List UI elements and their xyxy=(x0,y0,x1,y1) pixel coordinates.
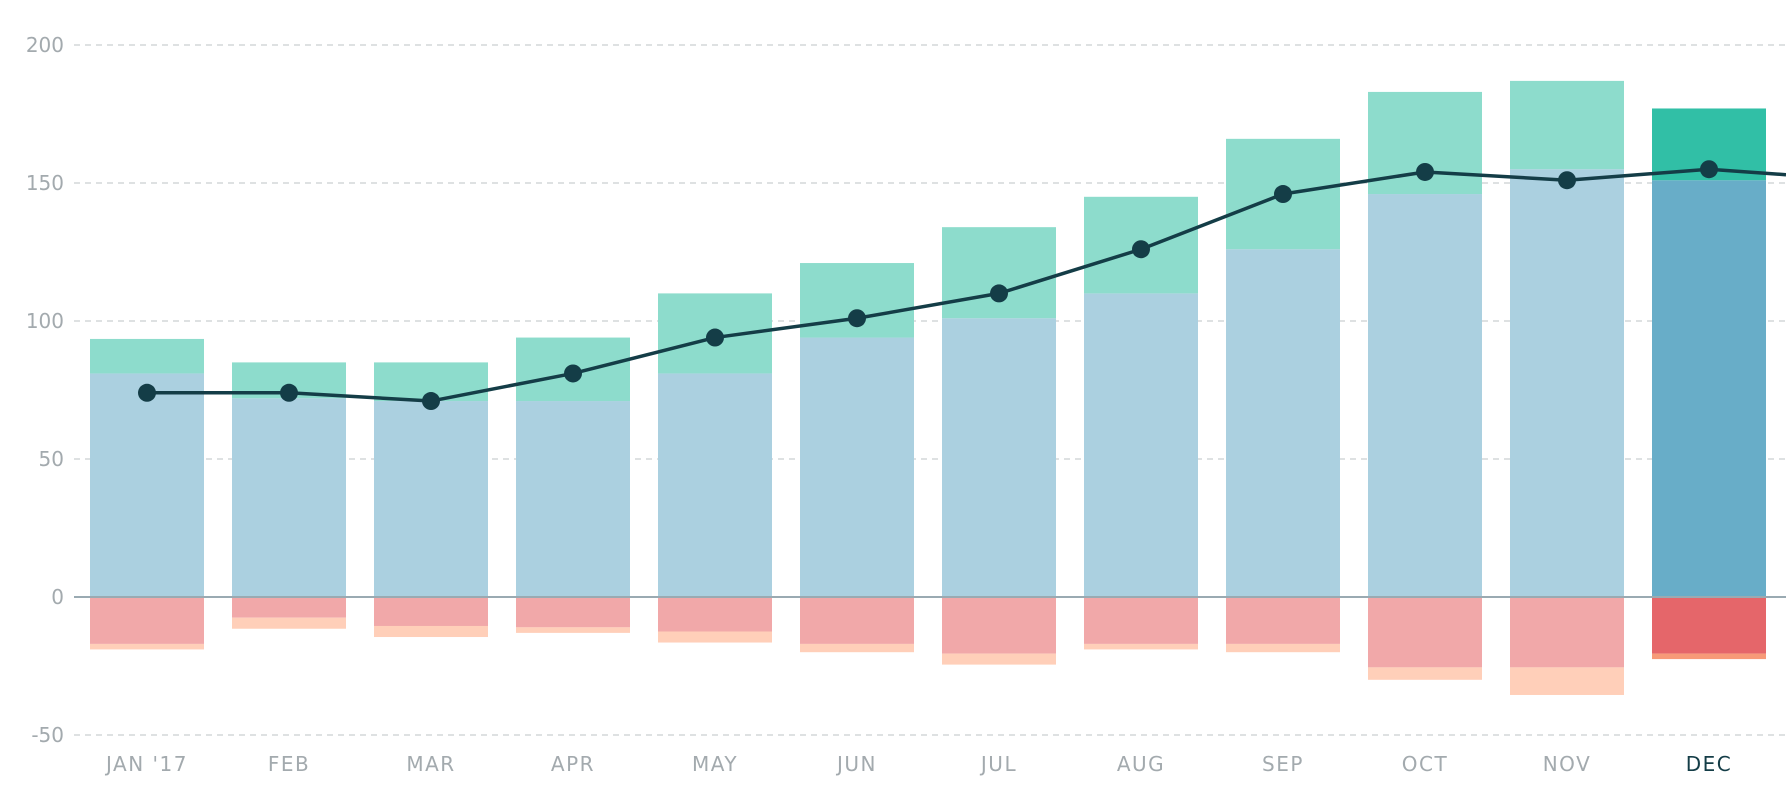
x-tick-label: DEC xyxy=(1686,752,1733,776)
line-layer xyxy=(138,160,1786,411)
bar-negative-segment-1 xyxy=(1084,597,1198,644)
line-point xyxy=(1558,171,1576,190)
bar-negative-segment-2 xyxy=(658,631,772,643)
x-tick-label: JUL xyxy=(979,752,1017,776)
y-tick-label: 200 xyxy=(26,33,64,57)
bar-negative-segment-1 xyxy=(658,597,772,632)
y-tick-label: -50 xyxy=(31,723,64,747)
line-point xyxy=(138,383,156,402)
bar-negative-segment-1 xyxy=(942,597,1056,654)
x-tick-label: MAR xyxy=(406,752,455,776)
x-tick-label: AUG xyxy=(1117,752,1165,776)
line-point xyxy=(1274,185,1292,204)
x-tick-label: JAN '17 xyxy=(104,752,188,776)
bar-negative-segment-1 xyxy=(1226,597,1340,644)
bar-negative-segment-2 xyxy=(90,643,204,650)
bar-positive-segment-1 xyxy=(800,337,914,597)
bar-negative-segment-1 xyxy=(232,597,346,618)
line-point xyxy=(1700,160,1718,179)
bar-negative-segment-1 xyxy=(1368,597,1482,668)
bar-positive-segment-1 xyxy=(1368,194,1482,598)
bar-positive-segment-2 xyxy=(942,227,1056,319)
x-tick-label: MAY xyxy=(692,752,738,776)
bar-positive-segment-1 xyxy=(1652,180,1766,598)
bar-negative-segment-1 xyxy=(800,597,914,644)
x-tick-label: OCT xyxy=(1402,752,1448,776)
bar-positive-segment-1 xyxy=(1226,249,1340,598)
y-tick-label: 0 xyxy=(51,585,64,609)
x-axis-labels: JAN '17 FEB MAR APR MAY JUN JUL AUG SEP OCT NOV DEC xyxy=(104,752,1733,776)
bar-positive-segment-1 xyxy=(942,318,1056,597)
line-point xyxy=(706,328,724,347)
x-tick-label: SEP xyxy=(1262,752,1304,776)
y-tick-label: 100 xyxy=(26,309,64,333)
bar-negative-segment-2 xyxy=(1368,667,1482,680)
bar-positive-segment-1 xyxy=(1510,169,1624,597)
bar-negative-segment-1 xyxy=(1510,597,1624,668)
bar-negative-segment-2 xyxy=(516,627,630,633)
bar-negative-segment-2 xyxy=(1510,667,1624,695)
bar-negative-segment-1 xyxy=(90,597,204,644)
bar-positive-segment-1 xyxy=(516,401,630,597)
bar-positive-segment-1 xyxy=(232,398,346,597)
line-point xyxy=(280,383,298,402)
bar-positive-segment-1 xyxy=(1084,293,1198,597)
bar-positive-segment-1 xyxy=(90,373,204,597)
y-tick-label: 150 xyxy=(26,171,64,195)
x-tick-label: FEB xyxy=(268,752,310,776)
line-point xyxy=(422,392,440,411)
bar-negative-segment-2 xyxy=(374,625,488,638)
bar-positive-segment-2 xyxy=(90,338,204,374)
bar-positive-segment-2 xyxy=(1510,80,1624,170)
line-point xyxy=(848,309,866,328)
bar-negative-segment-1 xyxy=(516,597,630,628)
bar-positive-segment-1 xyxy=(374,401,488,597)
bars-layer xyxy=(90,80,1766,695)
line-point xyxy=(564,364,582,383)
bar-negative-segment-1 xyxy=(374,597,488,626)
x-tick-label: APR xyxy=(551,752,595,776)
x-tick-label: NOV xyxy=(1543,752,1592,776)
line-point xyxy=(990,284,1008,303)
bar-negative-segment-2 xyxy=(800,643,914,653)
y-axis-labels: 200 150 100 50 0 -50 xyxy=(26,33,64,747)
x-tick-label: JUN xyxy=(835,752,877,776)
line-point xyxy=(1132,240,1150,259)
bar-negative-segment-2 xyxy=(1084,643,1198,650)
bar-negative-segment-2 xyxy=(1652,653,1766,660)
bar-negative-segment-2 xyxy=(1226,643,1340,653)
bar-negative-segment-1 xyxy=(1652,597,1766,654)
bar-positive-segment-1 xyxy=(658,373,772,597)
bar-negative-segment-2 xyxy=(942,653,1056,665)
line-point xyxy=(1416,162,1434,181)
y-tick-label: 50 xyxy=(39,447,64,471)
bar-negative-segment-2 xyxy=(232,617,346,629)
